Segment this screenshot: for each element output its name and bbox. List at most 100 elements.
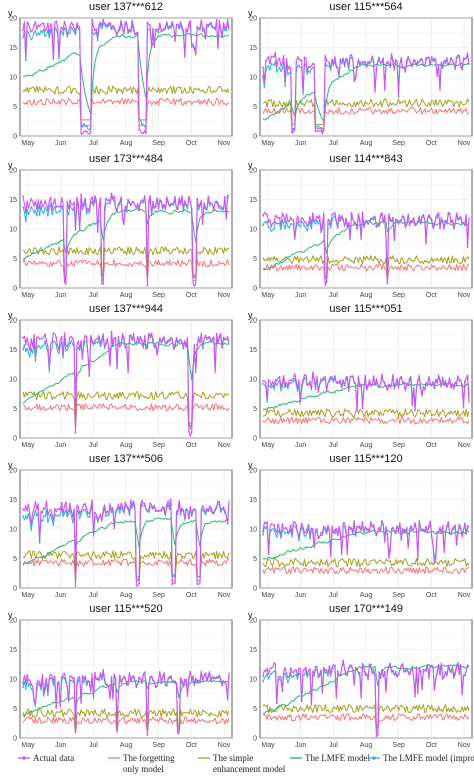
series-point	[273, 662, 275, 664]
y-tick-label: 10	[9, 677, 17, 684]
series-point	[116, 210, 118, 213]
series-point	[436, 75, 439, 78]
series-point	[88, 512, 91, 514]
series-line-2	[262, 713, 470, 733]
series-point	[430, 384, 433, 387]
series-point	[389, 549, 392, 552]
series-point	[314, 385, 317, 388]
series-point	[152, 507, 154, 510]
series-point	[49, 677, 52, 679]
series-point	[425, 525, 427, 528]
series-point	[345, 57, 347, 60]
series-point	[455, 544, 458, 546]
series-point	[44, 683, 46, 685]
series-point	[273, 524, 275, 526]
series-point	[168, 508, 171, 510]
series-point	[416, 558, 419, 561]
series-point	[80, 340, 82, 342]
series-point	[273, 227, 275, 230]
series-point	[44, 200, 46, 203]
series-point	[347, 667, 350, 670]
series-point	[27, 679, 30, 681]
series-point	[405, 527, 408, 529]
series-point	[165, 684, 168, 687]
series-point	[339, 674, 342, 677]
series-point	[85, 125, 88, 127]
series-point	[275, 380, 278, 382]
series-point	[267, 226, 270, 229]
series-point	[425, 57, 427, 59]
series-point	[452, 227, 455, 230]
series-point	[52, 680, 55, 682]
series-point	[298, 536, 300, 538]
series-point	[411, 404, 414, 407]
series-point	[77, 346, 80, 349]
series-point	[383, 671, 386, 674]
series-point	[292, 130, 295, 133]
series-point	[107, 512, 110, 514]
series-point	[447, 64, 450, 66]
series-point	[60, 501, 63, 504]
series-point	[47, 209, 49, 212]
series-point	[30, 38, 33, 41]
series-point	[74, 229, 77, 231]
series-point	[91, 499, 93, 502]
series-point	[428, 56, 430, 59]
series-point	[138, 342, 141, 345]
series-point	[149, 24, 152, 27]
series-point	[226, 698, 229, 701]
series-point	[33, 334, 35, 336]
series-point	[221, 208, 224, 211]
series-point	[466, 246, 469, 249]
series-point	[378, 385, 380, 388]
series-point	[353, 80, 356, 82]
series-point	[146, 510, 149, 512]
y-tick-label: 10	[9, 227, 17, 234]
series-point	[311, 528, 314, 530]
series-point	[71, 23, 74, 26]
series-point	[193, 276, 196, 279]
series-point	[425, 242, 427, 245]
series-point	[33, 24, 35, 27]
series-point	[179, 511, 182, 513]
series-point	[303, 221, 306, 224]
series-point	[85, 212, 88, 215]
series-point	[204, 672, 207, 675]
series-point	[367, 60, 369, 63]
series-point	[336, 226, 339, 229]
series-point	[411, 65, 414, 68]
series-point	[33, 507, 35, 510]
series-point	[82, 122, 85, 125]
series-point	[80, 513, 82, 515]
series-point	[138, 677, 141, 680]
series-point	[107, 199, 110, 201]
series-point	[201, 28, 204, 30]
x-tick-label: Aug	[120, 742, 133, 749]
series-point	[322, 212, 325, 215]
series-point	[207, 24, 210, 26]
panel-6: user 115***051 y 0 5 10 15 20 May Jun Jul Aug Sep Oc…	[248, 303, 473, 449]
series-point	[63, 512, 66, 515]
series-point	[325, 669, 328, 671]
x-tick-label: Nov	[458, 592, 471, 599]
y-tick-label: 15	[249, 45, 257, 52]
series-point	[149, 676, 152, 678]
series-point	[135, 686, 138, 689]
series-point	[116, 730, 118, 733]
y-axis-label: y	[8, 310, 13, 320]
series-point	[273, 221, 275, 224]
x-tick-label: Jun	[295, 592, 306, 599]
y-tick-label: 5	[253, 256, 257, 263]
series-point	[124, 346, 127, 349]
series-point	[408, 529, 411, 531]
series-point	[439, 379, 441, 382]
series-point	[171, 339, 174, 341]
series-point	[281, 385, 284, 388]
series-point	[41, 205, 44, 208]
series-point	[91, 340, 93, 342]
series-point	[452, 387, 455, 390]
y-tick-label: 20	[249, 168, 257, 175]
series-point	[309, 380, 311, 383]
x-tick-label: Jul	[89, 592, 98, 599]
y-axis-label: y	[8, 8, 13, 18]
